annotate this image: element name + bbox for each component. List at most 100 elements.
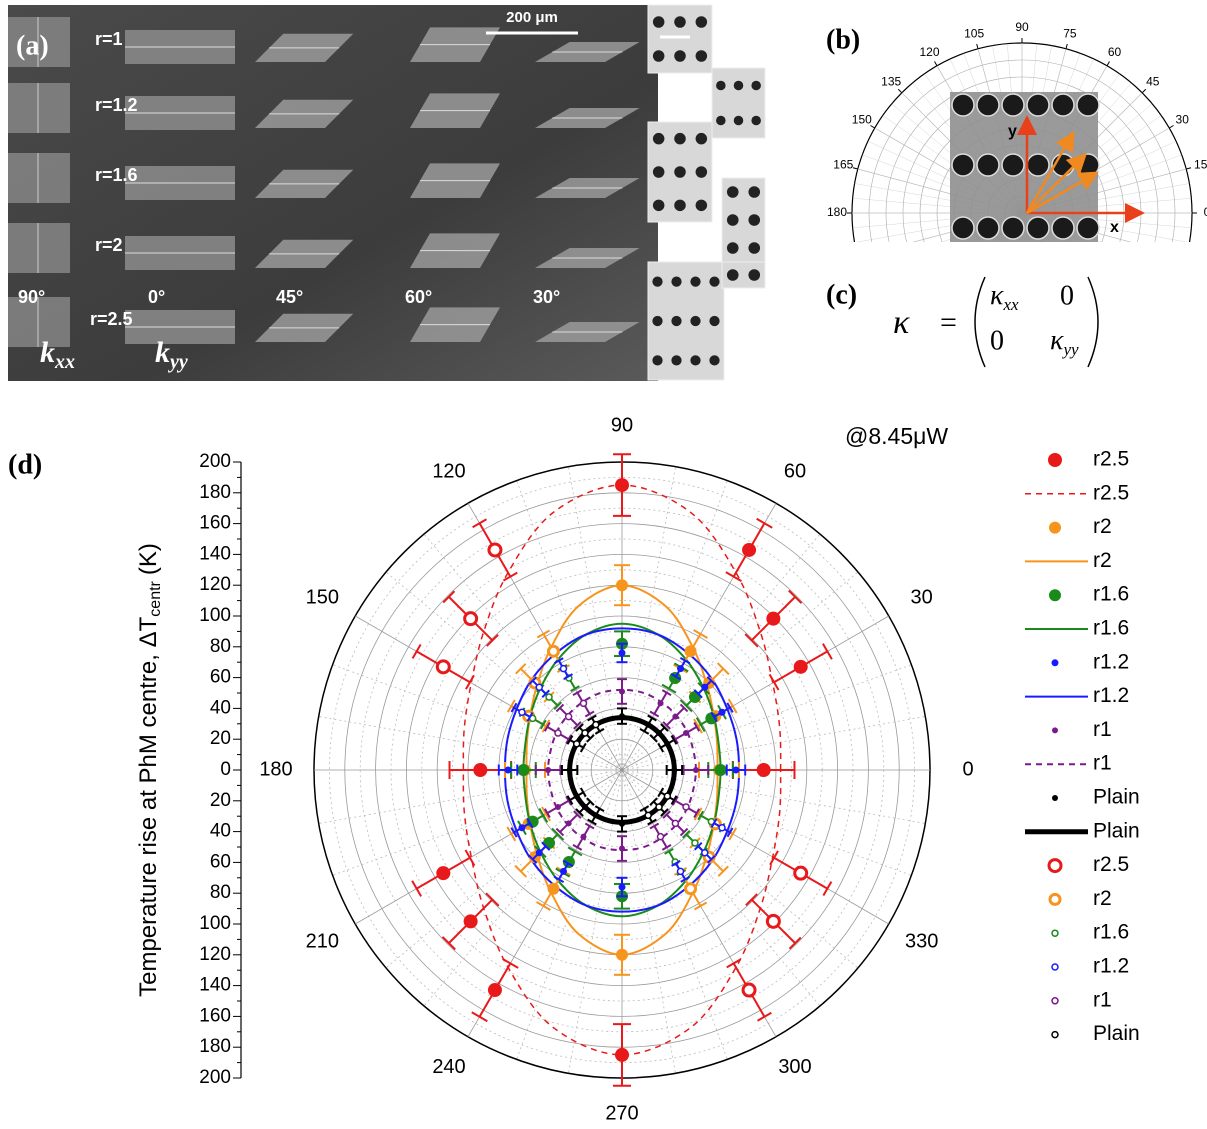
error-cap — [717, 865, 729, 877]
data-point — [705, 712, 718, 725]
error-cap — [788, 936, 802, 950]
hole — [1001, 153, 1025, 177]
error-cap — [411, 643, 422, 659]
error-cap — [661, 689, 672, 697]
legend-marker — [1052, 727, 1058, 734]
data-point — [682, 803, 690, 811]
axis-label: y — [1008, 123, 1017, 140]
data-point — [671, 767, 678, 773]
error-cap — [563, 673, 573, 681]
hole — [1001, 93, 1025, 117]
error-cap — [671, 795, 679, 806]
data-point — [463, 914, 478, 929]
data-point — [701, 849, 709, 857]
r-tick-label: 60 — [210, 851, 231, 872]
error-cap — [744, 633, 759, 648]
axis-label: x — [1110, 219, 1119, 236]
k-label: kxx — [40, 336, 75, 373]
data-point — [463, 611, 479, 627]
k-label: kyy — [155, 336, 188, 373]
error-cap — [661, 683, 677, 694]
hole — [726, 242, 739, 254]
data-point — [644, 811, 652, 820]
hole — [951, 216, 975, 240]
error-cap — [526, 712, 534, 722]
legend-label: Plain — [1093, 819, 1140, 842]
legend-label: r1 — [1093, 718, 1112, 741]
error-cap — [464, 849, 476, 867]
error-cap — [647, 818, 657, 826]
data-point — [619, 688, 625, 695]
data-point — [677, 665, 685, 673]
hole — [695, 50, 708, 62]
data-point — [546, 644, 560, 658]
data-point — [765, 913, 781, 929]
angle-tick-label: 15 — [1194, 157, 1207, 171]
direction-arrow — [1026, 152, 1088, 214]
equals: = — [940, 306, 957, 339]
error-cap — [566, 795, 574, 805]
panel-label: (a) — [16, 30, 49, 61]
data-point — [683, 730, 690, 737]
hole — [748, 186, 761, 198]
kappa: κ — [893, 304, 910, 341]
hole — [709, 355, 720, 366]
hole — [652, 16, 665, 28]
hole — [1076, 153, 1100, 177]
matrix-entry: 0 — [990, 325, 1004, 356]
data-point — [672, 713, 679, 720]
angle-tick-label: 120 — [432, 460, 465, 482]
hole — [652, 132, 665, 145]
r-tick-label: 100 — [199, 605, 231, 626]
hole — [674, 132, 686, 145]
error-cap — [514, 864, 528, 878]
data-point — [518, 708, 526, 716]
legend-marker — [1051, 1030, 1059, 1039]
data-point — [572, 740, 581, 748]
hole — [1026, 93, 1050, 117]
tick — [1106, 61, 1110, 67]
legend-label: r1.2 — [1093, 684, 1129, 707]
hole — [716, 80, 726, 91]
error-cap — [573, 721, 582, 730]
angle-tick-label: 75 — [1063, 26, 1077, 40]
error-cap — [579, 742, 587, 753]
angle-tick-label: 105 — [964, 26, 984, 40]
data-point — [732, 766, 740, 774]
matrix-entry: κxx — [990, 280, 1019, 313]
data-point — [766, 611, 781, 626]
data-point — [619, 713, 625, 720]
error-cap — [506, 826, 517, 842]
error-cap — [682, 830, 691, 839]
r-tick-label: 40 — [210, 697, 231, 718]
legend-marker — [1051, 659, 1059, 667]
row-label: r=1.2 — [95, 95, 138, 115]
legend-label: r1.6 — [1093, 617, 1129, 640]
error-cap — [695, 717, 706, 732]
panel-label: (b) — [826, 24, 860, 55]
hole — [716, 115, 726, 126]
matrix-entry: κyy — [1050, 325, 1079, 358]
error-cap — [541, 689, 551, 699]
data-point — [671, 819, 680, 828]
data-point — [545, 693, 553, 701]
error-cap — [554, 657, 564, 665]
data-point — [535, 849, 543, 857]
error-cap — [553, 875, 565, 883]
sample — [8, 223, 70, 273]
data-point — [545, 767, 552, 773]
error-cap — [586, 734, 595, 743]
data-point — [504, 766, 512, 774]
sample — [8, 17, 70, 67]
error-cap — [757, 1011, 772, 1022]
angle-tick-label: 30 — [1176, 113, 1190, 127]
legend-marker — [1049, 521, 1061, 534]
error-cap — [565, 734, 573, 745]
angle-tick-label: 210 — [306, 930, 339, 952]
error-cap — [788, 589, 803, 604]
hole — [726, 269, 739, 281]
angle-label: 60° — [405, 287, 432, 307]
error-cap — [572, 843, 583, 851]
r-tick-label: 200 — [199, 451, 231, 472]
